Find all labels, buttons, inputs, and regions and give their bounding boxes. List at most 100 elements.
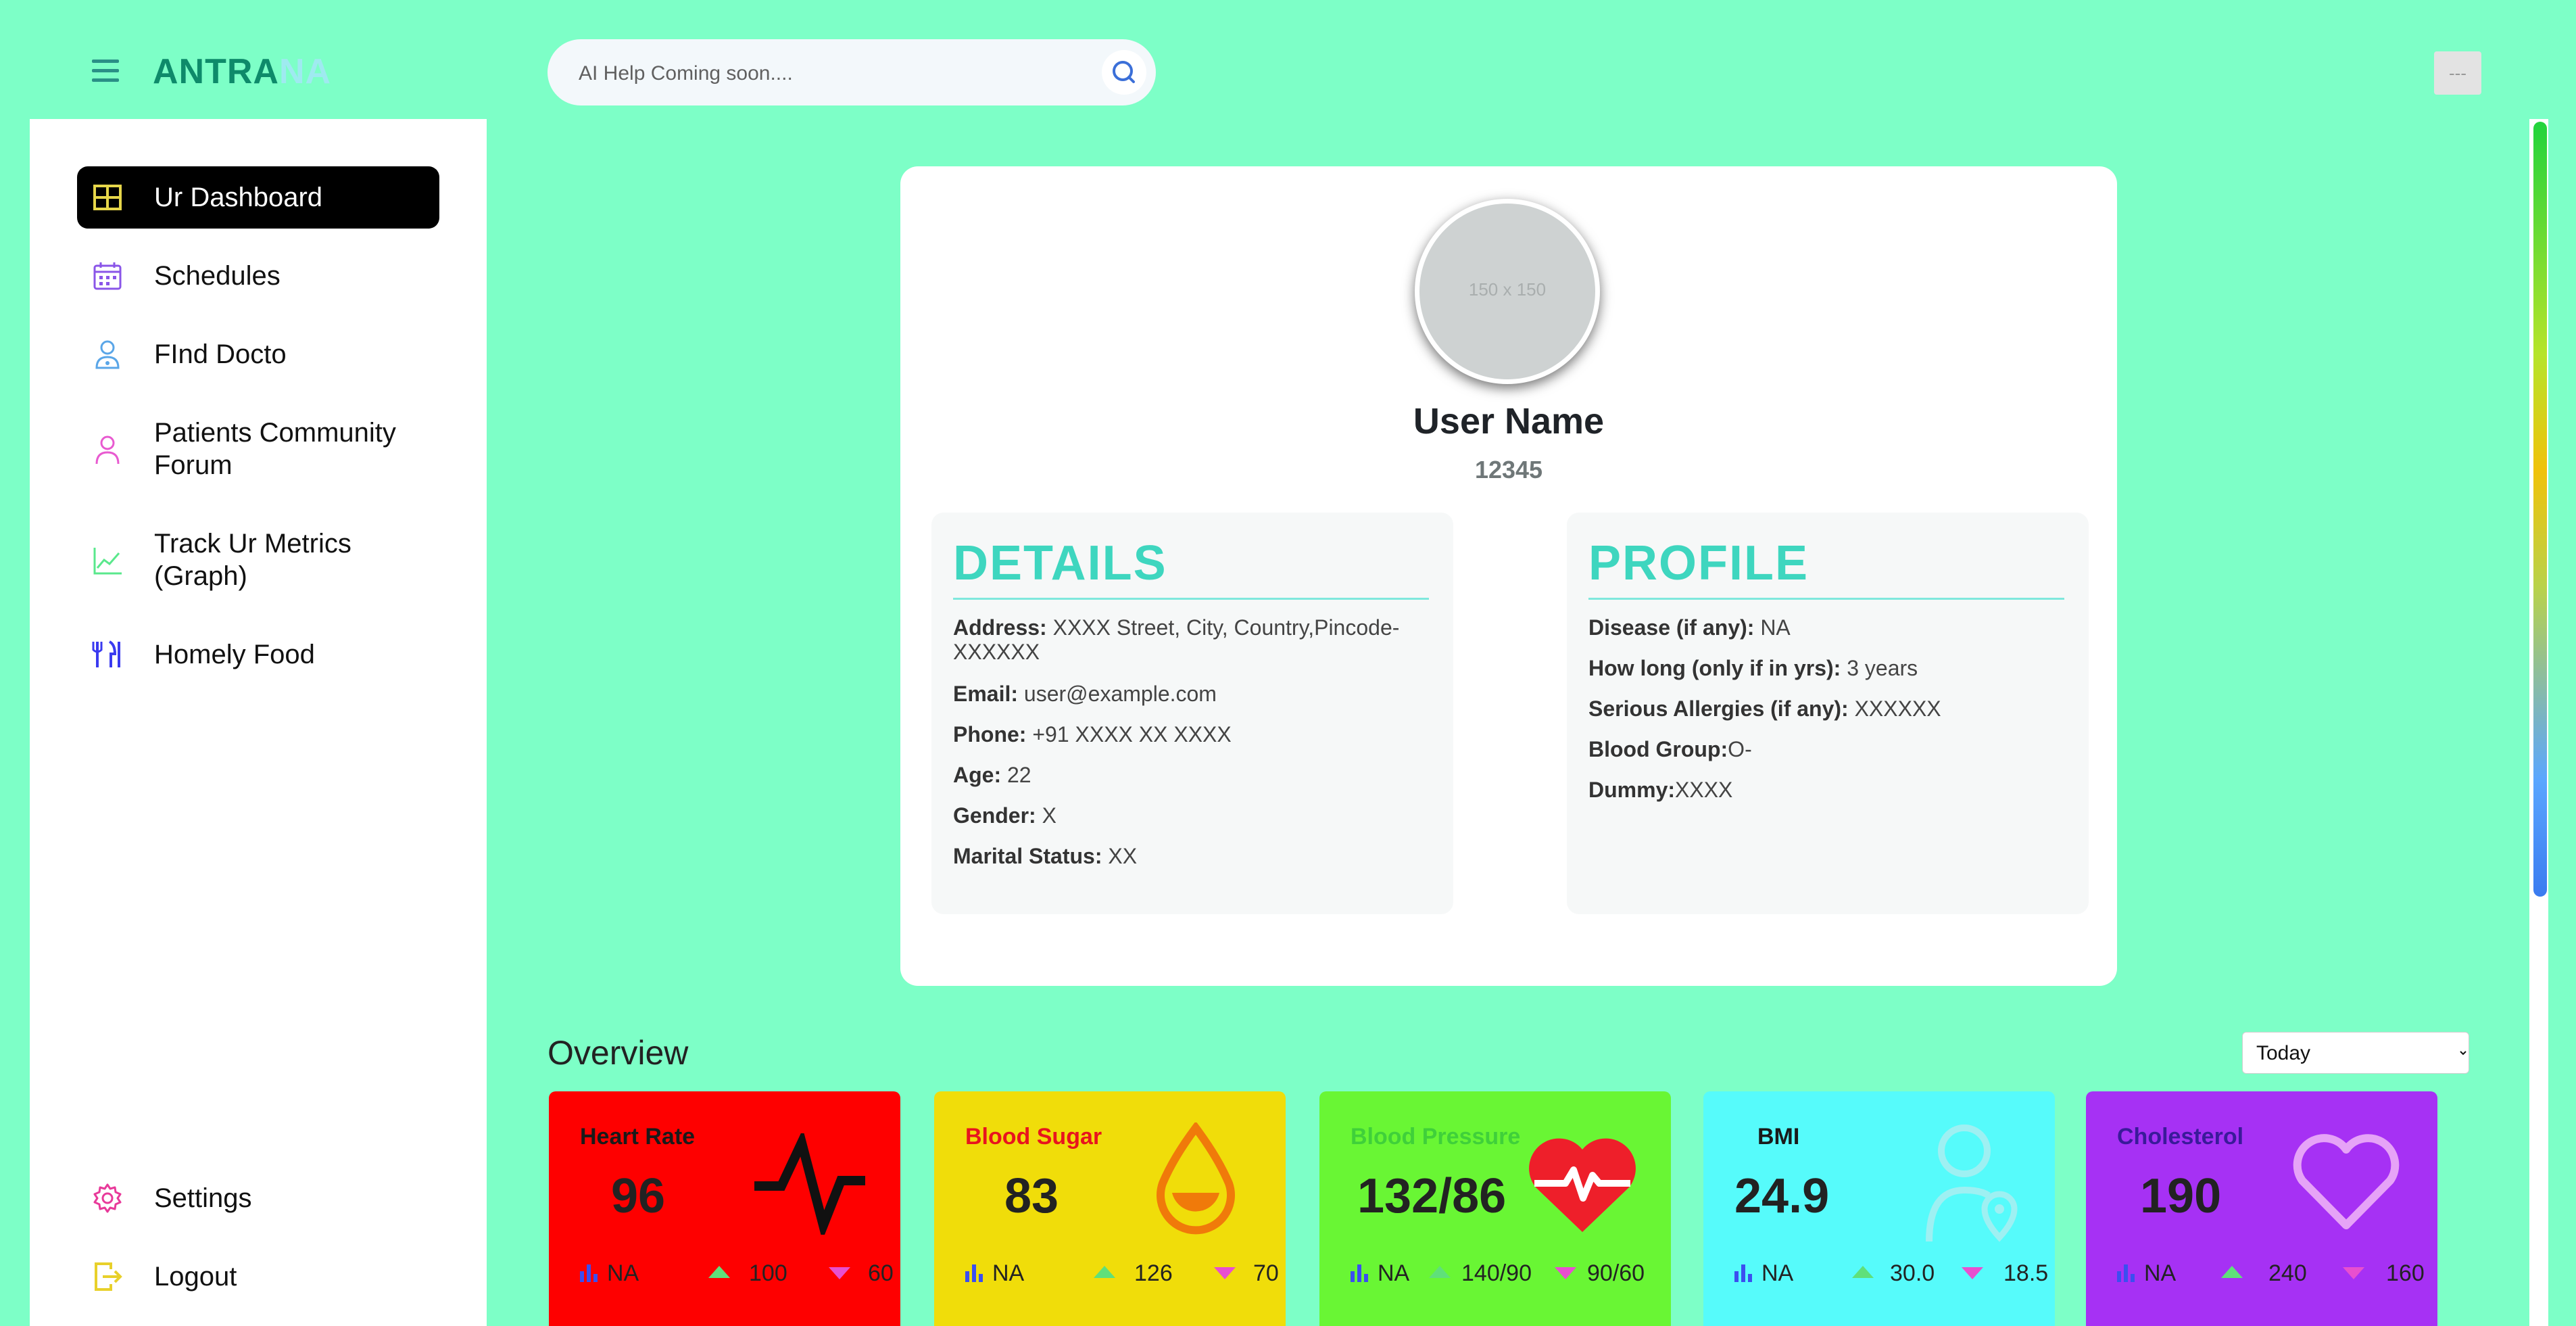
metric-trend: NA [2144, 1260, 2177, 1286]
details-title: DETAILS [953, 536, 1167, 590]
sidebar-item-dashboard[interactable]: Ur Dashboard [77, 166, 439, 229]
dashboard-grid-icon [93, 185, 122, 210]
arrow-down-icon [829, 1267, 850, 1279]
drop-icon [1157, 1122, 1235, 1235]
metric-low: 70 [1253, 1260, 1279, 1286]
doctor-icon [95, 340, 120, 369]
metric-trend: NA [607, 1260, 639, 1286]
gear-icon [93, 1183, 122, 1213]
arrow-up-icon [708, 1266, 730, 1278]
user-menu-button[interactable]: --- [2434, 51, 2481, 95]
logout-label: Logout [154, 1262, 237, 1292]
metric-trend: NA [1378, 1260, 1410, 1286]
app-logo[interactable]: ANTRANA [153, 52, 332, 91]
metric-card-blood-sugar[interactable]: Blood Sugar 83 NA 126 70 [934, 1091, 1286, 1326]
metric-low: 90/60 [1587, 1260, 1645, 1286]
metric-value: 24.9 [1734, 1169, 1830, 1223]
sidebar-item-track-metrics[interactable]: Track Ur Metrics (Graph) [77, 513, 439, 607]
sidebar-item-label: Homely Food [154, 640, 315, 669]
metric-low: 18.5 [2003, 1260, 2049, 1286]
metric-name: Heart Rate [580, 1124, 696, 1150]
period-select[interactable]: Today [2242, 1032, 2469, 1074]
divider [953, 598, 1429, 600]
metric-footer: NA 100 60 [579, 1258, 894, 1287]
metric-card-bmi[interactable]: BMI 24.9 NA 30.0 18.5 [1703, 1091, 2055, 1326]
hamburger-menu-icon[interactable] [92, 60, 119, 84]
arrow-down-icon [1555, 1267, 1576, 1279]
profile-row-blood-group: Blood Group:O- [1588, 737, 1752, 761]
cutlery-icon [92, 640, 120, 667]
sidebar-item-label: Patients Community Forum [154, 418, 396, 480]
metric-name: Blood Sugar [965, 1124, 1102, 1150]
user-name: User Name [1413, 401, 1605, 442]
bar-chart-icon [1351, 1264, 1368, 1282]
profile-card: 150 x 150 User Name 12345 DETAILS Addres… [900, 166, 2117, 986]
bar-chart-icon [580, 1264, 598, 1282]
sidebar: Ur Dashboard Schedules FInd Docto [30, 119, 487, 1326]
sidebar-item-find-doctor[interactable]: FInd Docto [77, 323, 439, 385]
profile-row-allergies: Serious Allergies (if any): XXXXXX [1588, 696, 1941, 721]
metric-low: 60 [868, 1260, 894, 1286]
line-chart-icon [93, 548, 122, 575]
pulse-icon [754, 1133, 865, 1235]
metric-footer: NA 240 160 [2116, 1258, 2427, 1287]
arrow-up-icon [1094, 1266, 1115, 1278]
divider [1588, 598, 2064, 600]
sidebar-item-homely-food[interactable]: Homely Food [77, 623, 439, 686]
search-button[interactable] [1102, 50, 1146, 95]
arrow-up-icon [2221, 1266, 2243, 1278]
user-id: 12345 [1474, 456, 1543, 483]
sidebar-item-schedules[interactable]: Schedules [77, 245, 439, 307]
metric-high: 100 [749, 1260, 787, 1286]
detail-row-address: Address: XXXX Street, City, Country,Pinc… [953, 615, 1400, 664]
metric-footer: NA 140/90 90/60 [1349, 1258, 1660, 1287]
metric-card-blood-pressure[interactable]: Blood Pressure 132/86 NA 140/90 90/60 [1319, 1091, 1671, 1326]
top-bar: ANTRANA --- [0, 0, 2576, 116]
calendar-icon [93, 262, 122, 290]
arrow-up-icon [1429, 1266, 1451, 1278]
metric-trend: NA [992, 1260, 1025, 1286]
sidebar-item-label: FInd Docto [154, 339, 287, 369]
arrow-down-icon [1214, 1267, 1236, 1279]
detail-row-email: Email: user@example.com [953, 682, 1217, 706]
arrow-up-icon [1852, 1266, 1874, 1278]
bar-chart-icon [1734, 1264, 1752, 1282]
metric-high: 240 [2268, 1260, 2307, 1286]
arrow-down-icon [2343, 1267, 2364, 1279]
metric-low: 160 [2386, 1260, 2425, 1286]
sidebar-item-community-forum[interactable]: Patients Community Forum [77, 402, 439, 496]
search-input[interactable] [577, 60, 1080, 88]
user-icon [95, 435, 120, 465]
settings-label: Settings [154, 1183, 252, 1213]
metric-name: Blood Pressure [1351, 1124, 1521, 1150]
metric-value: 96 [611, 1169, 666, 1223]
metric-footer: NA 126 70 [964, 1258, 1279, 1287]
sidebar-item-settings[interactable]: Settings [77, 1167, 439, 1229]
metric-name: BMI [1757, 1124, 1800, 1150]
metric-high: 30.0 [1890, 1260, 1935, 1286]
person-pin-icon [1926, 1124, 2018, 1242]
metric-value: 190 [2140, 1169, 2222, 1223]
search-bar [548, 39, 1156, 105]
metric-footer: NA 30.0 18.5 [1733, 1258, 2048, 1287]
metric-value: 132/86 [1357, 1169, 1507, 1223]
sidebar-item-label: Track Ur Metrics (Graph) [154, 529, 351, 591]
detail-row-marital-status: Marital Status: XX [953, 844, 1138, 868]
detail-row-age: Age: 22 [953, 763, 1031, 787]
details-panel: DETAILS Address: XXXX Street, City, Coun… [931, 513, 1453, 914]
metric-value: 83 [1004, 1169, 1059, 1223]
metric-name: Cholesterol [2117, 1124, 2244, 1150]
profile-row-dummy: Dummy:XXXX [1588, 778, 1733, 802]
profile-title: PROFILE [1588, 536, 1809, 590]
sidebar-item-logout[interactable]: Logout [77, 1246, 439, 1308]
avatar-placeholder-text: 150 x 150 [1468, 279, 1547, 300]
heart-pulse-icon [1529, 1138, 1636, 1232]
scrollbar-thumb[interactable] [2533, 122, 2547, 897]
metric-high: 140/90 [1461, 1260, 1532, 1286]
search-icon [1113, 61, 1135, 83]
avatar[interactable]: 150 x 150 [1415, 199, 1600, 384]
detail-row-phone: Phone: +91 XXXX XX XXXX [953, 722, 1232, 747]
overview-title: Overview [548, 1034, 689, 1072]
metric-card-heart-rate[interactable]: Heart Rate 96 NA 100 60 [549, 1091, 900, 1326]
metric-card-cholesterol[interactable]: Cholesterol 190 NA 240 160 [2086, 1091, 2437, 1326]
